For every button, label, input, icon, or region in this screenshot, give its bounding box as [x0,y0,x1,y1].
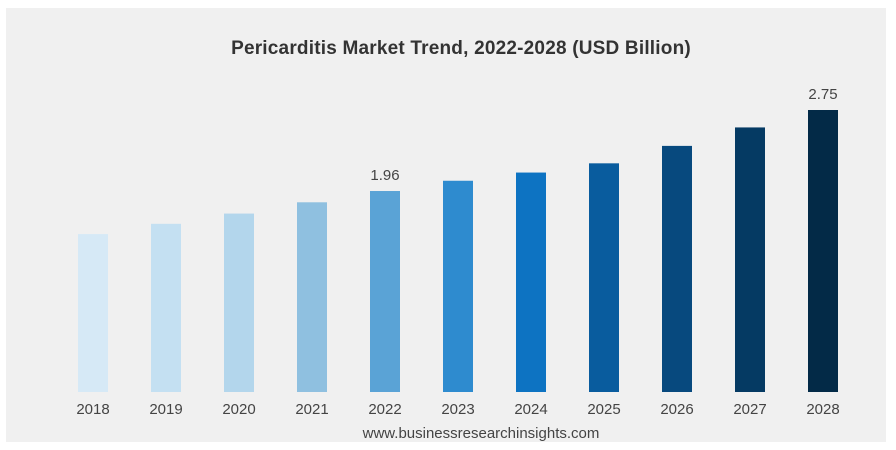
chart-frame: Pericarditis Market Trend, 2022-2028 (US… [6,8,886,442]
bar-2026 [662,145,692,392]
data-labels: 1.96 2.75 [370,86,837,184]
data-label-2028: 2.75 [808,86,837,103]
bar-2023 [443,180,473,392]
x-tick-label-2018: 2018 [76,401,109,418]
chart-title: Pericarditis Market Trend, 2022-2028 (US… [231,38,691,59]
data-label-2022: 1.96 [370,167,399,184]
x-tick-label-2020: 2020 [222,401,255,418]
source-url: www.businessresearchinsights.com [362,425,600,442]
x-tick-label-2026: 2026 [660,401,693,418]
bar-2028 [808,110,838,392]
bar-2020 [224,213,254,392]
x-tick-label-2023: 2023 [441,401,474,418]
bar-2018 [78,234,108,392]
x-tick-label-2021: 2021 [295,401,328,418]
bar-2025 [589,163,619,392]
x-tick-label-2028: 2028 [806,401,839,418]
chart-svg: Pericarditis Market Trend, 2022-2028 (US… [76,38,839,442]
x-tick-label-2022: 2022 [368,401,401,418]
bar-group [78,110,838,392]
bar-2019 [151,223,181,392]
x-tick-label-2025: 2025 [587,401,620,418]
x-tick-label-2027: 2027 [733,401,766,418]
bar-2022 [370,191,400,392]
x-tick-label-2024: 2024 [514,401,547,418]
bar-2027 [735,127,765,392]
x-tick-label-2019: 2019 [149,401,182,418]
x-tick-labels: 2018 2019 2020 2021 2022 2023 2024 2025 2026 2027… [76,401,839,418]
bar-2021 [297,202,327,392]
bar-2024 [516,172,546,392]
